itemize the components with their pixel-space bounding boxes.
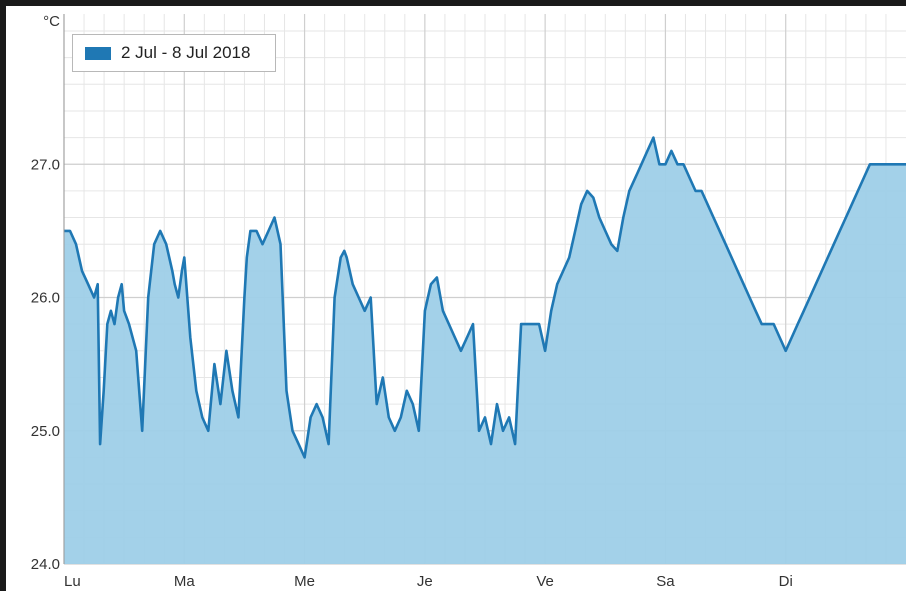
x-tick-label: Je — [417, 573, 433, 590]
y-tick-label: 24.0 — [31, 556, 60, 573]
x-tick-label: Me — [294, 573, 315, 590]
x-tick-label: Ve — [536, 573, 554, 590]
x-tick-label: Lu — [64, 573, 81, 590]
y-axis-unit: °C — [43, 13, 60, 30]
legend: 2 Jul - 8 Jul 2018 — [72, 34, 276, 72]
x-tick-label: Sa — [656, 573, 675, 590]
y-tick-label: 25.0 — [31, 423, 60, 440]
y-tick-label: 26.0 — [31, 290, 60, 307]
legend-label: 2 Jul - 8 Jul 2018 — [121, 43, 251, 62]
legend-swatch — [85, 46, 111, 60]
series-area-fill — [64, 137, 906, 564]
y-tick-label: 27.0 — [31, 156, 60, 173]
x-tick-label: Di — [779, 573, 793, 590]
x-tick-label: Ma — [174, 573, 195, 590]
series-line — [64, 136, 906, 459]
area-chart: °C 24.0 25.0 26.0 27.0 Lu Ma Me Je Ve Sa Di — [31, 13, 906, 590]
chart-frame: °C 24.0 25.0 26.0 27.0 Lu Ma Me Je Ve Sa Di 2 Jul -… — [6, 6, 906, 591]
